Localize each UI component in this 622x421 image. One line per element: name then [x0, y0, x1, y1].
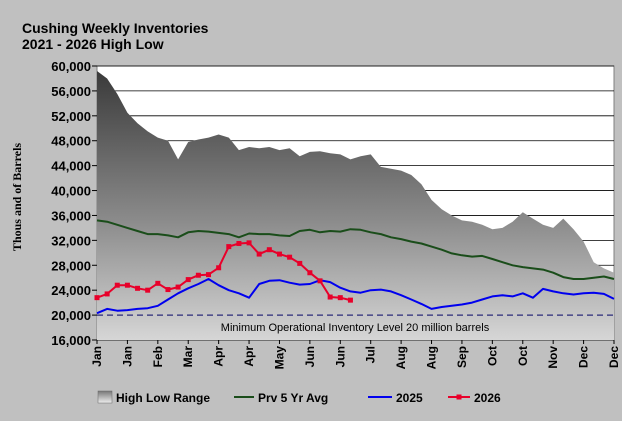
series-2026-point — [287, 254, 293, 260]
legend-swatch-range — [97, 390, 113, 404]
series-2026-point — [276, 251, 282, 257]
legend-marker-2026 — [456, 394, 462, 400]
x-tick-label: Feb — [151, 346, 165, 367]
legend-label-range: High Low Range — [116, 391, 210, 405]
x-tick-label: Apr — [242, 346, 256, 367]
x-tick-label: Jan — [120, 346, 134, 367]
series-2025-line — [96, 278, 615, 315]
x-tick-label: Sep — [455, 346, 469, 368]
x-tick-label: Jan — [90, 346, 104, 367]
x-tick-label: Oct — [516, 346, 530, 366]
series-2026-point — [246, 240, 252, 246]
series-2026-point — [337, 295, 343, 301]
y-tick-label: 24,000 — [51, 283, 91, 298]
series-2026-point — [165, 287, 171, 293]
x-tick-label: Dec — [607, 346, 621, 368]
series-prv-5-yr-avg-line — [96, 219, 615, 280]
x-tick-label: Jul — [364, 346, 378, 363]
chart-subtitle: 2021 - 2026 High Low — [22, 36, 164, 52]
x-tick-label: Nov — [546, 346, 560, 369]
y-tick-label: 32,000 — [51, 233, 91, 248]
series-2026-point — [94, 295, 100, 301]
y-tick-label: 60,000 — [51, 59, 91, 74]
series-2026-point — [124, 282, 130, 288]
y-tick-label: 28,000 — [51, 258, 91, 273]
series-2026-point — [317, 278, 323, 284]
x-tick-label: Mar — [181, 346, 195, 368]
chart-title: Cushing Weekly Inventories — [22, 20, 209, 36]
series-2026-point — [195, 272, 201, 278]
series-2026-point — [347, 297, 353, 303]
x-tick-label: Apr — [212, 346, 226, 367]
series-2026-point — [266, 247, 272, 253]
series-2026-point — [206, 272, 212, 278]
y-tick-label: 40,000 — [51, 184, 91, 199]
x-tick-label: Oct — [485, 346, 499, 366]
series-high-low-range — [97, 71, 614, 340]
series-2026-point — [175, 284, 181, 290]
x-tick-label: May — [273, 346, 287, 370]
legend-label-2025: 2025 — [396, 391, 423, 405]
series-2026-point — [216, 265, 222, 271]
series-2026-point — [104, 291, 110, 297]
y-tick-label: 56,000 — [51, 84, 91, 99]
series-2026-point — [297, 260, 303, 266]
series-2026-point — [155, 280, 161, 286]
y-tick-label: 52,000 — [51, 109, 91, 124]
x-tick-label: Dec — [577, 346, 591, 368]
x-tick-label: Jun — [333, 346, 347, 367]
series-2026-point — [226, 244, 232, 250]
x-tick-label: Jun — [303, 346, 317, 367]
y-tick-label: 16,000 — [51, 333, 91, 348]
y-tick-label: 36,000 — [51, 208, 91, 223]
legend-label-avg: Prv 5 Yr Avg — [258, 391, 328, 405]
legend-label-2026: 2026 — [474, 391, 501, 405]
series-2026-point — [327, 294, 333, 300]
series-2026-point — [256, 251, 262, 257]
series-2026-point — [135, 285, 141, 291]
series-2026-point — [185, 277, 191, 283]
series-2026-point — [145, 287, 151, 293]
y-tick-label: 44,000 — [51, 159, 91, 174]
series-2026-point — [114, 282, 120, 288]
x-tick-label: Aug — [394, 346, 408, 369]
series-2026-point — [236, 240, 242, 246]
y-axis-label: Thous and of Barrels — [10, 143, 24, 251]
y-tick-label: 48,000 — [51, 134, 91, 149]
y-tick-label: 20,000 — [51, 308, 91, 323]
series-2026-point — [307, 270, 313, 276]
x-tick-label: Aug — [425, 346, 439, 369]
annotation-text: Minimum Operational Inventory Level 20 m… — [221, 322, 490, 334]
